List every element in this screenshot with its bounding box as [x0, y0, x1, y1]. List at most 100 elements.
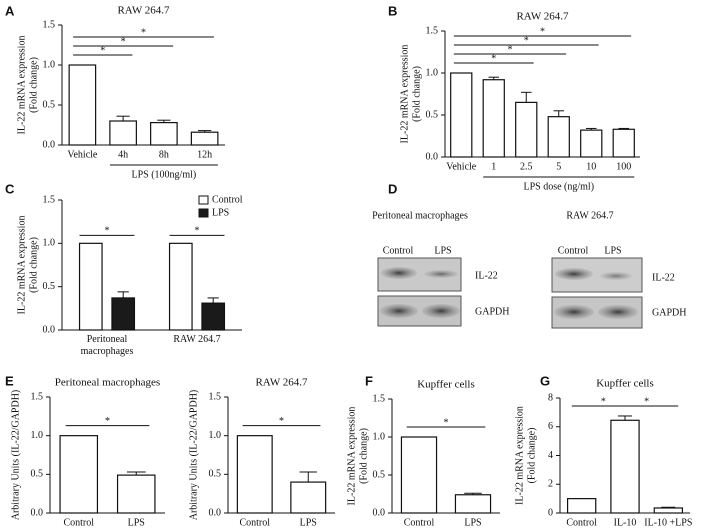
bar [400, 436, 438, 514]
y-tick-label: 0.0 [209, 507, 222, 518]
y-tick-label: 0.0 [43, 324, 56, 335]
significance-label: * [105, 226, 110, 237]
row-label: GAPDH [475, 306, 509, 317]
y-tick-label: 0.0 [43, 139, 56, 150]
significance-label: * [540, 26, 545, 37]
y-tick-label: 0.5 [209, 469, 222, 480]
significance-label: * [279, 416, 284, 427]
x-tick-label: LPS [464, 517, 481, 528]
row-label: GAPDH [652, 307, 686, 318]
bar [190, 131, 219, 146]
y-axis-label: (Fold change) [28, 237, 39, 293]
x-tick-label: 10 [586, 161, 596, 172]
x-tick-label: IL-10 [614, 517, 637, 528]
bar [116, 474, 156, 514]
x-tick-label: Control [566, 517, 597, 528]
bar [482, 79, 505, 158]
bar [566, 498, 597, 514]
legend-swatch [198, 195, 209, 205]
significance-label: * [195, 226, 200, 237]
x-tick-label: LPS [300, 517, 317, 528]
y-tick-label: 1.0 [43, 59, 56, 70]
blot-band [422, 304, 460, 318]
x-tick-text: Peritoneal macrophages [80, 334, 134, 357]
panel-label: D [388, 181, 397, 196]
bar [109, 120, 137, 146]
chart-title: Kupffer cells [596, 378, 654, 390]
bar [454, 494, 492, 514]
chart-title: RAW 264.7 [516, 11, 569, 23]
significance-label: * [508, 44, 513, 55]
y-tick-label: 0.5 [31, 469, 44, 480]
panel-label: E [5, 373, 14, 388]
blot-band [380, 304, 418, 318]
panel-label: G [540, 373, 550, 388]
y-tick-label: 1.5 [373, 393, 386, 404]
blot-band [381, 267, 417, 279]
x-tick-label: IL-10 +LPS [644, 517, 692, 528]
y-tick-label: 8 [548, 392, 553, 403]
bar [78, 242, 103, 331]
x-tick-label: 100 [616, 161, 631, 172]
x-tick-label: 2.5 [520, 161, 533, 172]
x-tick-label: 5 [556, 161, 561, 172]
y-tick-label: 4 [548, 450, 553, 461]
panel-label: B [388, 3, 397, 18]
significance-label: * [141, 27, 146, 38]
x-tick-label: LPS [128, 517, 145, 528]
y-tick-label: 1.0 [426, 67, 439, 78]
significance-label: * [491, 53, 496, 64]
bar [111, 297, 136, 331]
blot-panel: D Peritoneal macrophages Control LPS IL-… [372, 181, 686, 329]
bar [612, 128, 635, 158]
lane-label: Control [383, 245, 414, 256]
significance-label: * [644, 396, 649, 407]
y-tick-label: 0 [548, 507, 553, 518]
bar [201, 302, 226, 331]
x-tick-label: Vehicle [446, 161, 477, 172]
y-axis-label: IL-22 mRNA expression [399, 45, 410, 144]
x-tick-label: 1 [491, 161, 496, 172]
row-label: IL-22 [652, 272, 675, 283]
bar [68, 64, 97, 146]
bar [580, 129, 603, 158]
bar [610, 419, 640, 514]
y-tick-label: 0.5 [43, 281, 56, 292]
x-tick-label: Control [239, 517, 270, 528]
x-tick-label: RAW 264.7 [173, 334, 221, 345]
y-axis-label: (Fold change) [28, 57, 39, 113]
bar [547, 116, 570, 158]
bar [59, 435, 99, 514]
x-tick-label: Control [404, 517, 435, 528]
chart-title: RAW 264.7 [255, 377, 308, 389]
y-tick-label: 0.0 [373, 507, 386, 518]
x-axis-label: LPS (100ng/ml) [132, 169, 197, 180]
y-tick-label: 1.5 [426, 25, 439, 36]
significance-label: * [524, 35, 529, 46]
legend-label: LPS [212, 207, 229, 218]
y-axis-label: IL-22 mRNA expression [514, 406, 525, 505]
x-tick-label: Control [63, 517, 94, 528]
lane-label: LPS [434, 245, 451, 256]
bar [168, 242, 193, 331]
legend-swatch [198, 208, 209, 218]
panel-label: A [5, 3, 15, 18]
x-axis-label: LPS dose (ng/ml) [523, 181, 594, 192]
y-tick-label: 1.5 [31, 391, 44, 402]
bar [290, 481, 327, 514]
blot-band [600, 272, 632, 280]
blot-title: RAW 264.7 [566, 210, 613, 221]
x-tick-text: RAW 264.7 [173, 334, 221, 345]
y-tick-label: 0.5 [426, 109, 439, 120]
y-axis-label: Arbitrary Units (IL-22/GAPDH) [10, 390, 21, 521]
blot-band [424, 270, 458, 278]
blot-band [554, 305, 594, 319]
y-axis-label: (Fold change) [411, 66, 422, 122]
bar [236, 435, 273, 514]
chart-title: RAW 264.7 [117, 5, 170, 17]
row-label: IL-22 [475, 270, 498, 281]
bar [450, 72, 473, 158]
y-tick-label: 1.0 [373, 431, 386, 442]
lane-label: Control [558, 245, 589, 256]
y-tick-label: 1.5 [43, 194, 56, 205]
